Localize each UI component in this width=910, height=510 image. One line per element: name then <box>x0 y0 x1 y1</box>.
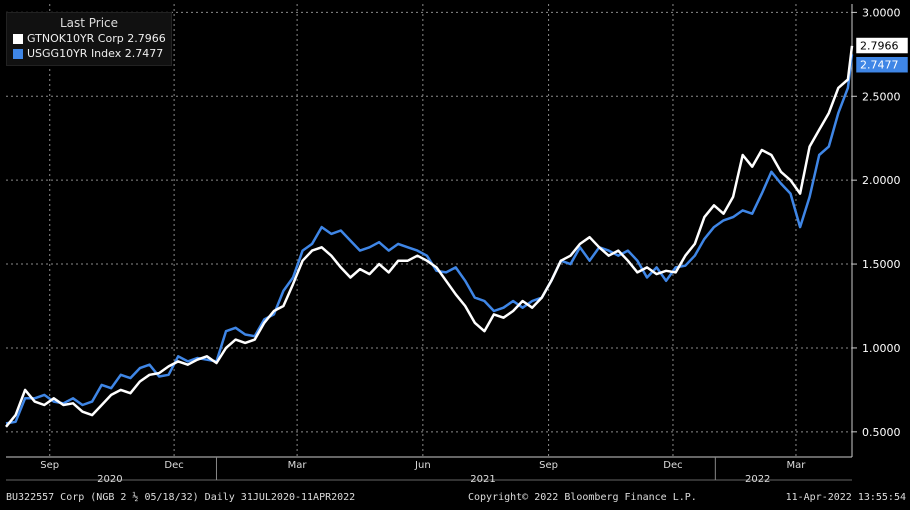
x-year-label: 2020 <box>97 474 122 485</box>
y-tick-label: 1.0000 <box>862 342 901 355</box>
x-tick-label: Dec <box>164 460 183 471</box>
y-tick-label: 1.5000 <box>862 258 901 271</box>
x-year-label: 2021 <box>470 474 495 485</box>
y-tick-label: 0.5000 <box>862 426 901 439</box>
last-value-label: 2.7966 <box>860 40 899 53</box>
legend-swatch-blue <box>13 48 23 59</box>
legend-title: Last Price <box>59 16 119 30</box>
x-tick-label: Sep <box>40 460 59 471</box>
last-value-label: 2.7477 <box>860 59 899 72</box>
legend-series-value: 2.7477 <box>124 47 164 60</box>
x-year-label: 2022 <box>745 474 770 485</box>
x-tick-label: Mar <box>288 460 308 471</box>
footer-timestamp: 11-Apr-2022 13:55:54 <box>785 492 906 503</box>
y-tick-label: 3.0000 <box>862 6 901 19</box>
legend-series-name: USGG10YR Index <box>27 47 122 60</box>
series-line-gtnok10yr <box>5 45 854 428</box>
series-line-usgg10yr <box>5 54 854 425</box>
x-tick-label: Mar <box>787 460 807 471</box>
x-tick-label: Sep <box>539 460 558 471</box>
y-tick-label: 2.5000 <box>862 90 901 103</box>
chart-svg: 3.0000 2.5000 2.0000 1.5000 1.0000 0.5000 Sep D… <box>5 4 909 485</box>
legend-series-name: GTNOK10YR Corp <box>27 32 124 45</box>
legend-swatch-white <box>13 33 23 44</box>
x-tick-label: Dec <box>663 460 682 471</box>
last-value-tag <box>855 56 909 73</box>
y-tick-label: 2.0000 <box>862 174 901 187</box>
footer-security-info: BU322557 Corp (NGB 2 ½ 05/18/32) Daily 3… <box>6 492 356 503</box>
legend-entry-gtnok10yr: GTNOK10YR Corp 2.7966 <box>13 32 171 45</box>
footer-copyright: Copyright© 2022 Bloomberg Finance L.P. <box>468 492 697 503</box>
legend-series-value: 2.7966 <box>127 32 166 45</box>
legend-entry-usgg10yr: USGG10YR Index 2.7477 <box>13 47 171 60</box>
last-value-tag <box>855 37 909 54</box>
legend: Last Price GTNOK10YR Corp 2.7966 USGG10Y… <box>6 12 172 66</box>
footer-bar: BU322557 Corp (NGB 2 ½ 05/18/32) Daily 3… <box>0 489 910 510</box>
x-tick-label: Jun <box>414 460 431 471</box>
